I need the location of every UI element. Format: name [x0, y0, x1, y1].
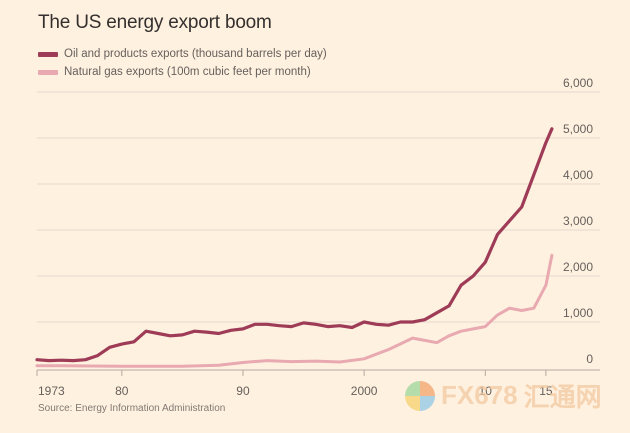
y-tick-label: 2,000: [563, 260, 593, 274]
legend-label-oil: Oil and products exports (thousand barre…: [64, 48, 327, 60]
x-tick-label: 2000: [351, 384, 378, 398]
axes: 0 1,000 2,000 3,000 4,000 5,000 6,000 1973 80 90 2…: [36, 76, 600, 398]
series-line-oil: [35, 127, 554, 363]
y-tick-label: 4,000: [563, 168, 593, 182]
y-tick-label: 3,000: [563, 214, 593, 228]
y-tick-label: 0: [586, 352, 593, 366]
x-tick-label: 1973: [38, 384, 65, 398]
watermark-text: FX678: [441, 380, 518, 410]
chart-title: The US energy export boom: [38, 12, 272, 33]
x-tick-label: 80: [115, 384, 129, 398]
x-tick-label: 15: [539, 384, 553, 398]
watermark-hanzi: 汇通网: [523, 382, 602, 412]
y-tick-label: 6,000: [563, 76, 593, 90]
source-note: Source: Energy Information Administratio…: [38, 403, 226, 414]
watermark-logo-icon: [405, 380, 435, 411]
y-tick-label: 1,000: [563, 306, 593, 320]
legend-swatch-oil: [38, 51, 58, 57]
y-tick-label: 5,000: [563, 122, 593, 136]
gridlines: [37, 91, 600, 323]
legend-item-oil: Oil and products exports (thousand barre…: [38, 48, 327, 60]
series-line-gas: [35, 253, 554, 368]
series-layer: [35, 127, 554, 368]
watermark: FX678 汇通网: [405, 377, 602, 414]
x-tick-label: 90: [236, 384, 250, 398]
legend-item-gas: Natural gas exports (100m cubic feet per…: [38, 66, 311, 78]
legend-swatch-gas: [38, 69, 58, 75]
legend-label-gas: Natural gas exports (100m cubic feet per…: [64, 66, 311, 78]
x-tick-label: 10: [479, 384, 493, 398]
